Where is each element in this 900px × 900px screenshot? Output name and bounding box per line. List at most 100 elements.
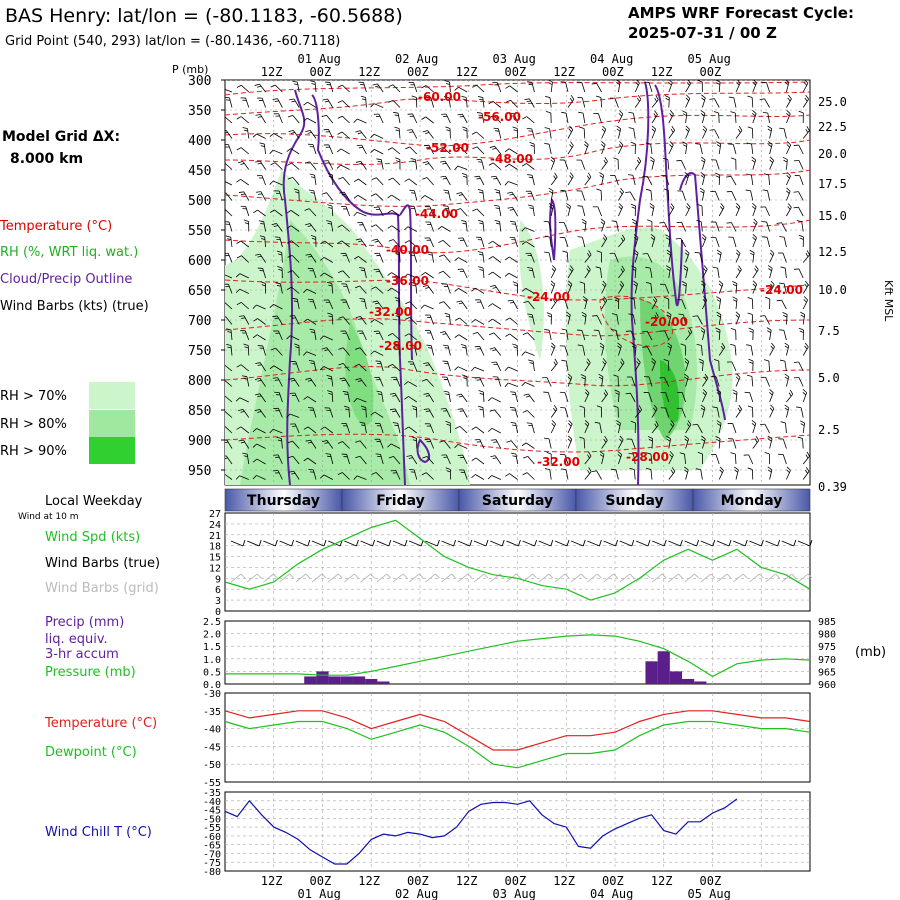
kft-tick: 22.5 <box>818 120 847 134</box>
wind-barb <box>439 440 451 449</box>
wind-barb <box>593 112 602 124</box>
wind-barb <box>521 442 535 449</box>
wind-barb <box>701 94 706 108</box>
wind-barb <box>488 303 502 310</box>
wind-barb <box>308 360 317 372</box>
wind-barb <box>504 272 518 279</box>
wind-barb <box>454 288 468 294</box>
weekday-band: Thursday Friday Saturday Sunday Monday <box>224 488 811 512</box>
grid-barb <box>467 573 473 579</box>
wind-barb <box>421 472 434 480</box>
wind-barb <box>489 332 502 341</box>
wind-barb <box>405 317 418 325</box>
wind-barb <box>252 133 266 139</box>
wind-barb <box>494 189 502 201</box>
wind-barb <box>404 426 418 434</box>
wind-barb <box>225 252 233 263</box>
wind-barb <box>567 94 575 108</box>
wind-barb <box>584 451 592 465</box>
wind-barb <box>373 206 384 217</box>
wind-barb <box>797 436 804 449</box>
wind-barb <box>443 390 451 403</box>
wind-barb <box>286 335 300 341</box>
wind-barb <box>236 255 250 263</box>
pressure-tick-right: 965 <box>818 667 836 678</box>
wind-barb <box>337 131 350 139</box>
legend-item: Wind Barbs (kts) (true) <box>0 299 149 314</box>
wind-barb <box>644 376 653 387</box>
wind-barb <box>584 389 590 403</box>
wind-barb <box>651 312 659 325</box>
grid-barb <box>732 573 744 583</box>
wind-barb <box>616 420 621 434</box>
wind-barb <box>576 329 586 341</box>
wind-barb <box>779 359 787 372</box>
wind-barb <box>353 194 367 201</box>
wind-barb <box>793 160 804 170</box>
wind-barb <box>471 457 485 465</box>
wind-barb <box>273 407 283 418</box>
wind-barb <box>709 98 720 108</box>
wind-barb <box>474 175 485 186</box>
wind-barb <box>735 126 743 139</box>
wind-barb <box>395 157 401 170</box>
wind-barb <box>617 451 623 465</box>
precip-bar <box>352 676 366 684</box>
wind-barb <box>356 144 367 155</box>
wind-barb <box>238 439 250 449</box>
wind-barb <box>779 282 787 294</box>
precip-bar <box>694 681 707 684</box>
wind-barb <box>422 284 434 294</box>
grid-barb <box>402 573 408 579</box>
wind-barb <box>411 436 418 449</box>
wind-barb <box>546 451 552 465</box>
wind-barb <box>443 96 451 108</box>
wind-barb <box>243 219 250 232</box>
wind-10m-label: Wind at 10 m <box>18 512 78 522</box>
surface-barb <box>797 540 811 547</box>
wind-barb <box>321 440 334 449</box>
wind-barb <box>760 376 770 387</box>
wind-barb <box>403 226 417 232</box>
grid-barb <box>684 573 695 583</box>
weekday-name: Thursday <box>247 493 320 509</box>
wind-barb <box>767 141 773 155</box>
wind-barb <box>336 164 350 170</box>
wind-barb <box>372 83 384 93</box>
grid-barb <box>613 573 618 579</box>
wind-barb <box>769 342 775 356</box>
wind-barb <box>521 288 535 294</box>
wind-barb <box>269 428 283 434</box>
wind-barb <box>303 351 317 356</box>
wind-barb <box>545 95 552 108</box>
wind-barb <box>584 250 592 263</box>
wind-barb <box>288 130 300 139</box>
wind-barb <box>337 84 350 93</box>
wind-barb <box>718 280 724 294</box>
bottom-hour-tick: 00Z <box>310 874 332 888</box>
wind-barb <box>544 329 552 341</box>
surface-barb <box>436 539 440 547</box>
wind-barb <box>718 342 726 356</box>
wind-barb <box>695 143 703 155</box>
wind-barb <box>685 125 690 139</box>
bottom-hour-tick: 12Z <box>553 874 575 888</box>
wind-barb <box>761 221 770 232</box>
surface-barb <box>485 539 489 547</box>
panel-y-tick: 9 <box>215 574 221 585</box>
wind-barb <box>441 376 451 387</box>
wind-barb <box>426 251 434 263</box>
grid-barb <box>337 573 343 579</box>
wind-barb <box>562 250 569 263</box>
wind-barb <box>668 451 674 465</box>
wind-barb <box>666 311 672 325</box>
grid-barb <box>256 573 262 579</box>
wind-barb <box>561 111 569 124</box>
panel-y-tick: 6 <box>215 585 221 596</box>
wind-barb <box>599 172 605 186</box>
surface-barb <box>550 539 554 547</box>
wind-barb <box>525 190 535 201</box>
panel-y-tick: -80 <box>203 867 221 878</box>
grid-barb <box>279 573 290 583</box>
wind-barb <box>321 114 334 124</box>
